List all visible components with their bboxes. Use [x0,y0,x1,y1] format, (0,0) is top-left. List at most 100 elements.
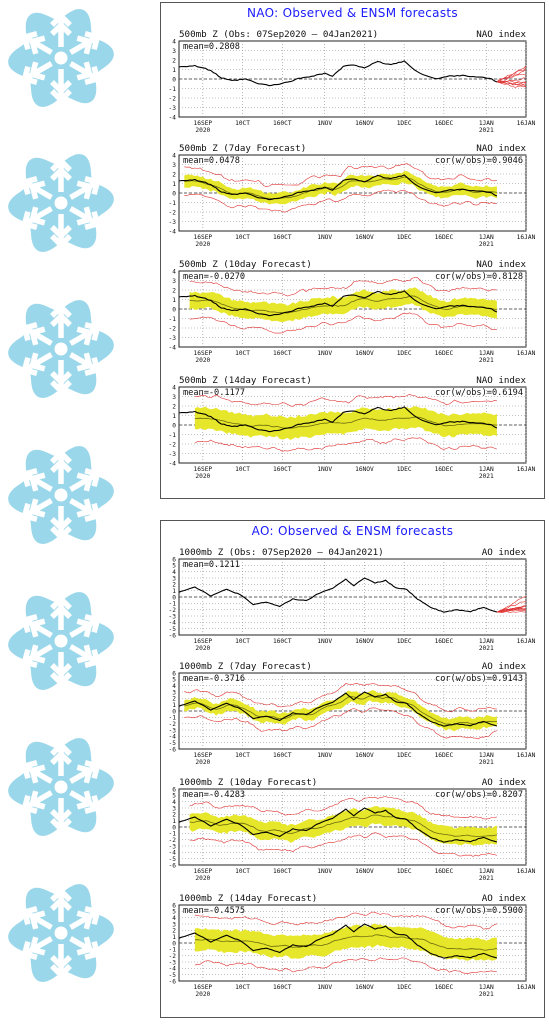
ao-panel: AO: Observed & ENSM forecasts 1000mb Z (… [160,520,545,1018]
x-tick-label: 1DEC [397,868,412,875]
chart-title: 500mb Z (Obs: 07Sep2020 – 04Jan2021) [179,29,378,40]
x-tick-label: 1JAN [479,466,494,473]
forecast-plume [496,596,527,613]
y-tick-label: 0 [172,940,176,947]
ensemble-envelope [194,437,498,452]
forecast-plume [496,74,527,83]
x-tick-label: 16SEP [194,120,213,127]
forecast-plume [496,65,527,83]
correlation-label: cor(w/obs)=0.6194 [435,388,523,398]
nao-panel: NAO: Observed & ENSM forecasts 500mb Z (… [160,2,545,499]
year-label: 2020 [195,875,210,882]
y-tick-label: -1 [169,947,177,954]
x-tick-label: 1DEC [397,120,412,127]
year-label: 2021 [479,241,494,248]
x-tick-label: 1JAN [479,868,494,875]
observed-line [178,60,498,87]
y-tick-label: -1 [169,200,177,207]
y-tick-label: -6 [169,632,177,639]
forecast-plume [496,80,527,87]
x-tick-label: 16JAN [517,984,536,991]
x-tick-label: 16SEP [194,868,213,875]
y-tick-label: 4 [172,384,176,391]
forecast-plume [496,607,527,613]
year-label: 2021 [479,127,494,134]
y-tick-label: 0 [172,76,176,83]
y-tick-label: 2 [172,171,176,178]
y-tick-label: 0 [172,306,176,313]
y-tick-label: 0 [172,708,176,715]
ensemble-envelope [184,189,497,213]
y-tick-label: 1 [172,297,176,304]
x-tick-label: 16JAN [517,234,536,241]
year-label: 2021 [479,991,494,998]
y-tick-label: -5 [169,856,177,863]
x-tick-label: 16JAN [517,752,536,759]
forecast-plume [496,69,527,83]
x-tick-label: 16DEC [435,466,454,473]
y-tick-label: 5 [172,793,176,800]
snowflake-icon [8,9,114,107]
index-label: AO index [482,547,527,558]
ensemble-envelope [184,682,497,713]
x-tick-label: 160CT [273,350,292,357]
x-tick-label: 16SEP [194,350,213,357]
x-tick-label: 16DEC [435,120,454,127]
x-tick-label: 160CT [273,120,292,127]
observed-line [178,691,498,727]
y-tick-label: 1 [172,934,176,941]
y-tick-label: 1 [172,702,176,709]
mean-label: mean=-0.1177 [183,388,245,398]
y-tick-label: 0 [172,824,176,831]
index-chart: 1000mb Z (14day Forecast) AO index-6-5-4-… [169,893,536,998]
x-tick-label: 16DEC [435,350,454,357]
ensemble-spread [184,690,497,732]
x-tick-label: 160CT [273,752,292,759]
y-tick-label: 2 [172,582,176,589]
y-tick-label: 2 [172,928,176,935]
chart-title: 1000mb Z (10day Forecast) [179,777,317,788]
y-tick-label: -6 [169,978,177,985]
mean-label: mean=-0.3716 [183,674,245,684]
year-label: 2020 [195,473,210,480]
mean-label: mean=-0.4575 [183,906,245,916]
correlation-label: cor(w/obs)=0.9046 [435,156,523,166]
index-label: AO index [482,777,527,788]
index-chart: 1000mb Z (10day Forecast) AO index -6-5-4 -… [169,777,536,882]
mean-label: mean=0.0478 [183,156,240,166]
y-tick-label: -5 [169,740,177,747]
y-tick-label: 3 [172,805,176,812]
y-tick-label: 6 [172,670,176,677]
y-tick-label: -4 [169,850,177,857]
y-tick-label: -2 [169,953,177,960]
y-tick-label: -2 [169,837,177,844]
index-label: AO index [482,893,527,904]
y-tick-label: -6 [169,862,177,869]
mean-label: mean=-0.0270 [183,272,245,282]
y-tick-label: 2 [172,403,176,410]
x-tick-label: 1NOV [317,466,332,473]
observed-line [178,923,498,959]
x-tick-label: 1DEC [397,350,412,357]
y-tick-label: 3 [172,394,176,401]
x-tick-label: 16SEP [194,984,213,991]
x-tick-label: 16JAN [517,350,536,357]
x-tick-label: 1NOV [317,752,332,759]
y-tick-label: 3 [172,921,176,928]
index-label: AO index [482,661,527,672]
ensemble-mean [194,934,498,951]
year-label: 2021 [479,473,494,480]
x-tick-label: 1JAN [479,120,494,127]
x-tick-label: 1JAN [479,984,494,991]
x-tick-label: 16NOV [355,984,374,991]
ensemble-envelope [189,277,497,297]
x-tick-label: 16SEP [194,752,213,759]
y-tick-label: 0 [172,190,176,197]
forecast-plume [496,607,527,614]
panel-title: NAO: Observed & ENSM forecasts [247,6,458,20]
x-tick-label: 16DEC [435,752,454,759]
x-tick-label: 160CT [273,234,292,241]
index-label: NAO index [476,143,526,154]
x-tick-label: 16NOV [355,752,374,759]
ensemble-envelope [189,832,498,857]
